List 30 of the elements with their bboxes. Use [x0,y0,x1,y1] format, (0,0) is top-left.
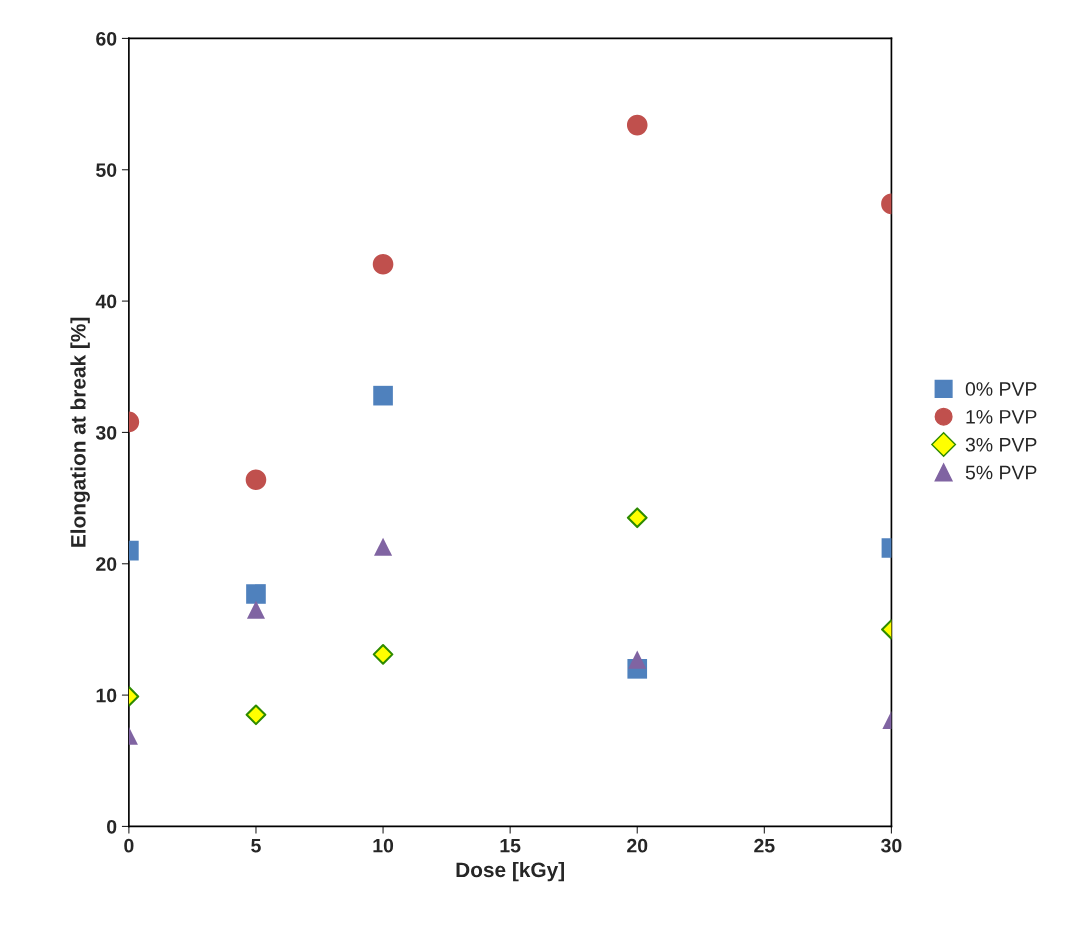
legend-label: 5% PVP [965,465,1037,480]
x-axis-title: Dose [kGy] [456,861,564,882]
legend-label: 1% PVP [966,410,1037,424]
x-tick-label: 10 [373,838,394,853]
y-tick-label: 60 [96,31,117,46]
point [374,537,393,556]
legend-label: 3% PVP [965,437,1037,452]
x-tick-label: 20 [627,838,648,853]
y-tick-label: 30 [95,425,117,440]
x-tick-label: 25 [754,838,775,853]
y-tick-label: 20 [96,557,117,571]
point [626,507,648,529]
point [372,254,394,275]
x-tick-label: 15 [500,838,521,853]
x-tick-label: 5 [251,838,261,853]
legend-label: 0% PVP [965,382,1037,396]
point [246,600,266,619]
point [246,584,266,604]
y-tick-label: 40 [95,294,117,309]
y-tick-label: 0 [107,819,117,834]
point [373,385,393,406]
point [245,469,267,491]
x-tick-label: 0 [124,838,134,853]
point [245,704,267,726]
y-tick-label: 50 [96,163,117,177]
point [372,644,394,665]
y-tick-label: 10 [96,688,117,703]
y-axis-title: Elongation at break [%] [70,317,90,547]
x-tick-label: 30 [881,838,902,853]
point [626,114,648,136]
